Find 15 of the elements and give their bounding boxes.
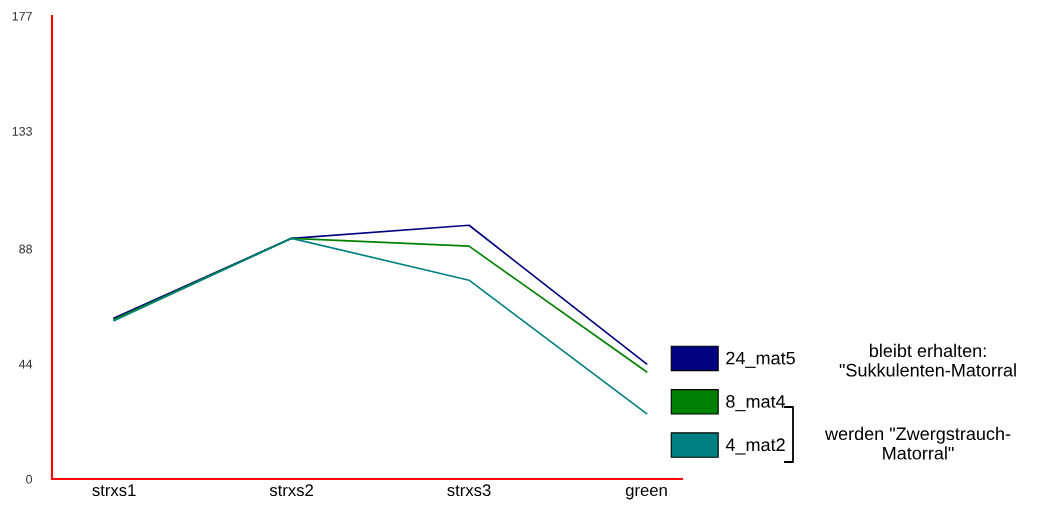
x-tick-label: strxs2 xyxy=(269,484,313,497)
x-tick-label: strxs1 xyxy=(92,484,136,497)
y-tick-label: 0 xyxy=(26,474,33,484)
y-tick-label: 133 xyxy=(12,126,33,136)
x-tick-label: green xyxy=(625,486,667,500)
y-tick-label: 88 xyxy=(19,244,33,254)
text: bleibt erhalten: "Sukkulenten-Matorral xyxy=(839,343,1016,377)
legend-label: 8_mat4 xyxy=(726,395,786,412)
y-tick-label: 44 xyxy=(18,359,33,369)
line-series xyxy=(113,237,648,415)
x-tick-label: strxs3 xyxy=(447,484,491,497)
y-tick-label: 177 xyxy=(12,11,32,21)
text: werden "Zwergstrauch- Matorral" xyxy=(824,426,1011,460)
legend-label: 24_mat5 xyxy=(726,351,795,368)
legend-label: 4_mat2 xyxy=(725,438,785,455)
